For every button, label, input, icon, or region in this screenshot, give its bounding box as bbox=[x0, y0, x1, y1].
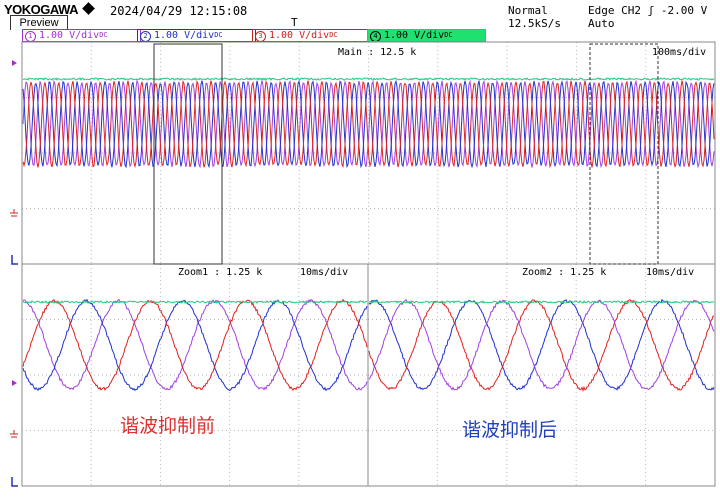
yokogawa-logo: YOKOGAWA bbox=[4, 2, 95, 17]
main-label: Main : 12.5 k bbox=[338, 47, 416, 58]
zoom2-selection-box[interactable] bbox=[589, 43, 659, 265]
zoom2-trace-4 bbox=[368, 299, 715, 304]
zoom1-trace-3 bbox=[22, 298, 368, 392]
zoom2-window bbox=[367, 263, 716, 487]
zoom2-trace-3 bbox=[368, 298, 715, 391]
zoom2-timebase: 10ms/div bbox=[646, 267, 694, 278]
trigger-info: Edge CH2 ʃ -2.00 V Auto bbox=[588, 4, 708, 30]
main-trace-4 bbox=[22, 77, 715, 81]
zoom2-trace-2 bbox=[368, 299, 715, 392]
zoom2-trace-1 bbox=[368, 298, 715, 391]
zoom2-label: Zoom2 : 1.25 k bbox=[522, 267, 606, 278]
zoom1-trace-2 bbox=[22, 298, 368, 392]
zoom1-trace-4 bbox=[22, 300, 368, 304]
preview-tab[interactable]: Preview bbox=[10, 15, 68, 30]
main-timebase: 100ms/div bbox=[652, 47, 706, 58]
trigger-position-marker: T bbox=[291, 16, 298, 29]
zoom1-label: Zoom1 : 1.25 k bbox=[178, 267, 262, 278]
ground-marker-icon bbox=[10, 209, 18, 438]
main-trace-2 bbox=[22, 79, 715, 169]
zoom2-caption: 谐波抑制后 bbox=[462, 419, 557, 441]
channel-offset-icon bbox=[12, 60, 17, 386]
channel-4-setting[interactable]: 4 1.00 V/divDC bbox=[367, 29, 486, 42]
zoom1-timebase: 10ms/div bbox=[300, 267, 348, 278]
acquisition-info: Normal 12.5kS/s bbox=[508, 4, 561, 30]
zoom1-caption: 谐波抑制前 bbox=[120, 415, 215, 437]
trigger-level-icon bbox=[11, 255, 18, 487]
zoom1-selection-box[interactable] bbox=[153, 43, 223, 265]
main-trace-3 bbox=[22, 79, 715, 169]
datetime: 2024/04/29 12:15:08 bbox=[110, 4, 248, 18]
zoom1-trace-1 bbox=[22, 298, 368, 391]
